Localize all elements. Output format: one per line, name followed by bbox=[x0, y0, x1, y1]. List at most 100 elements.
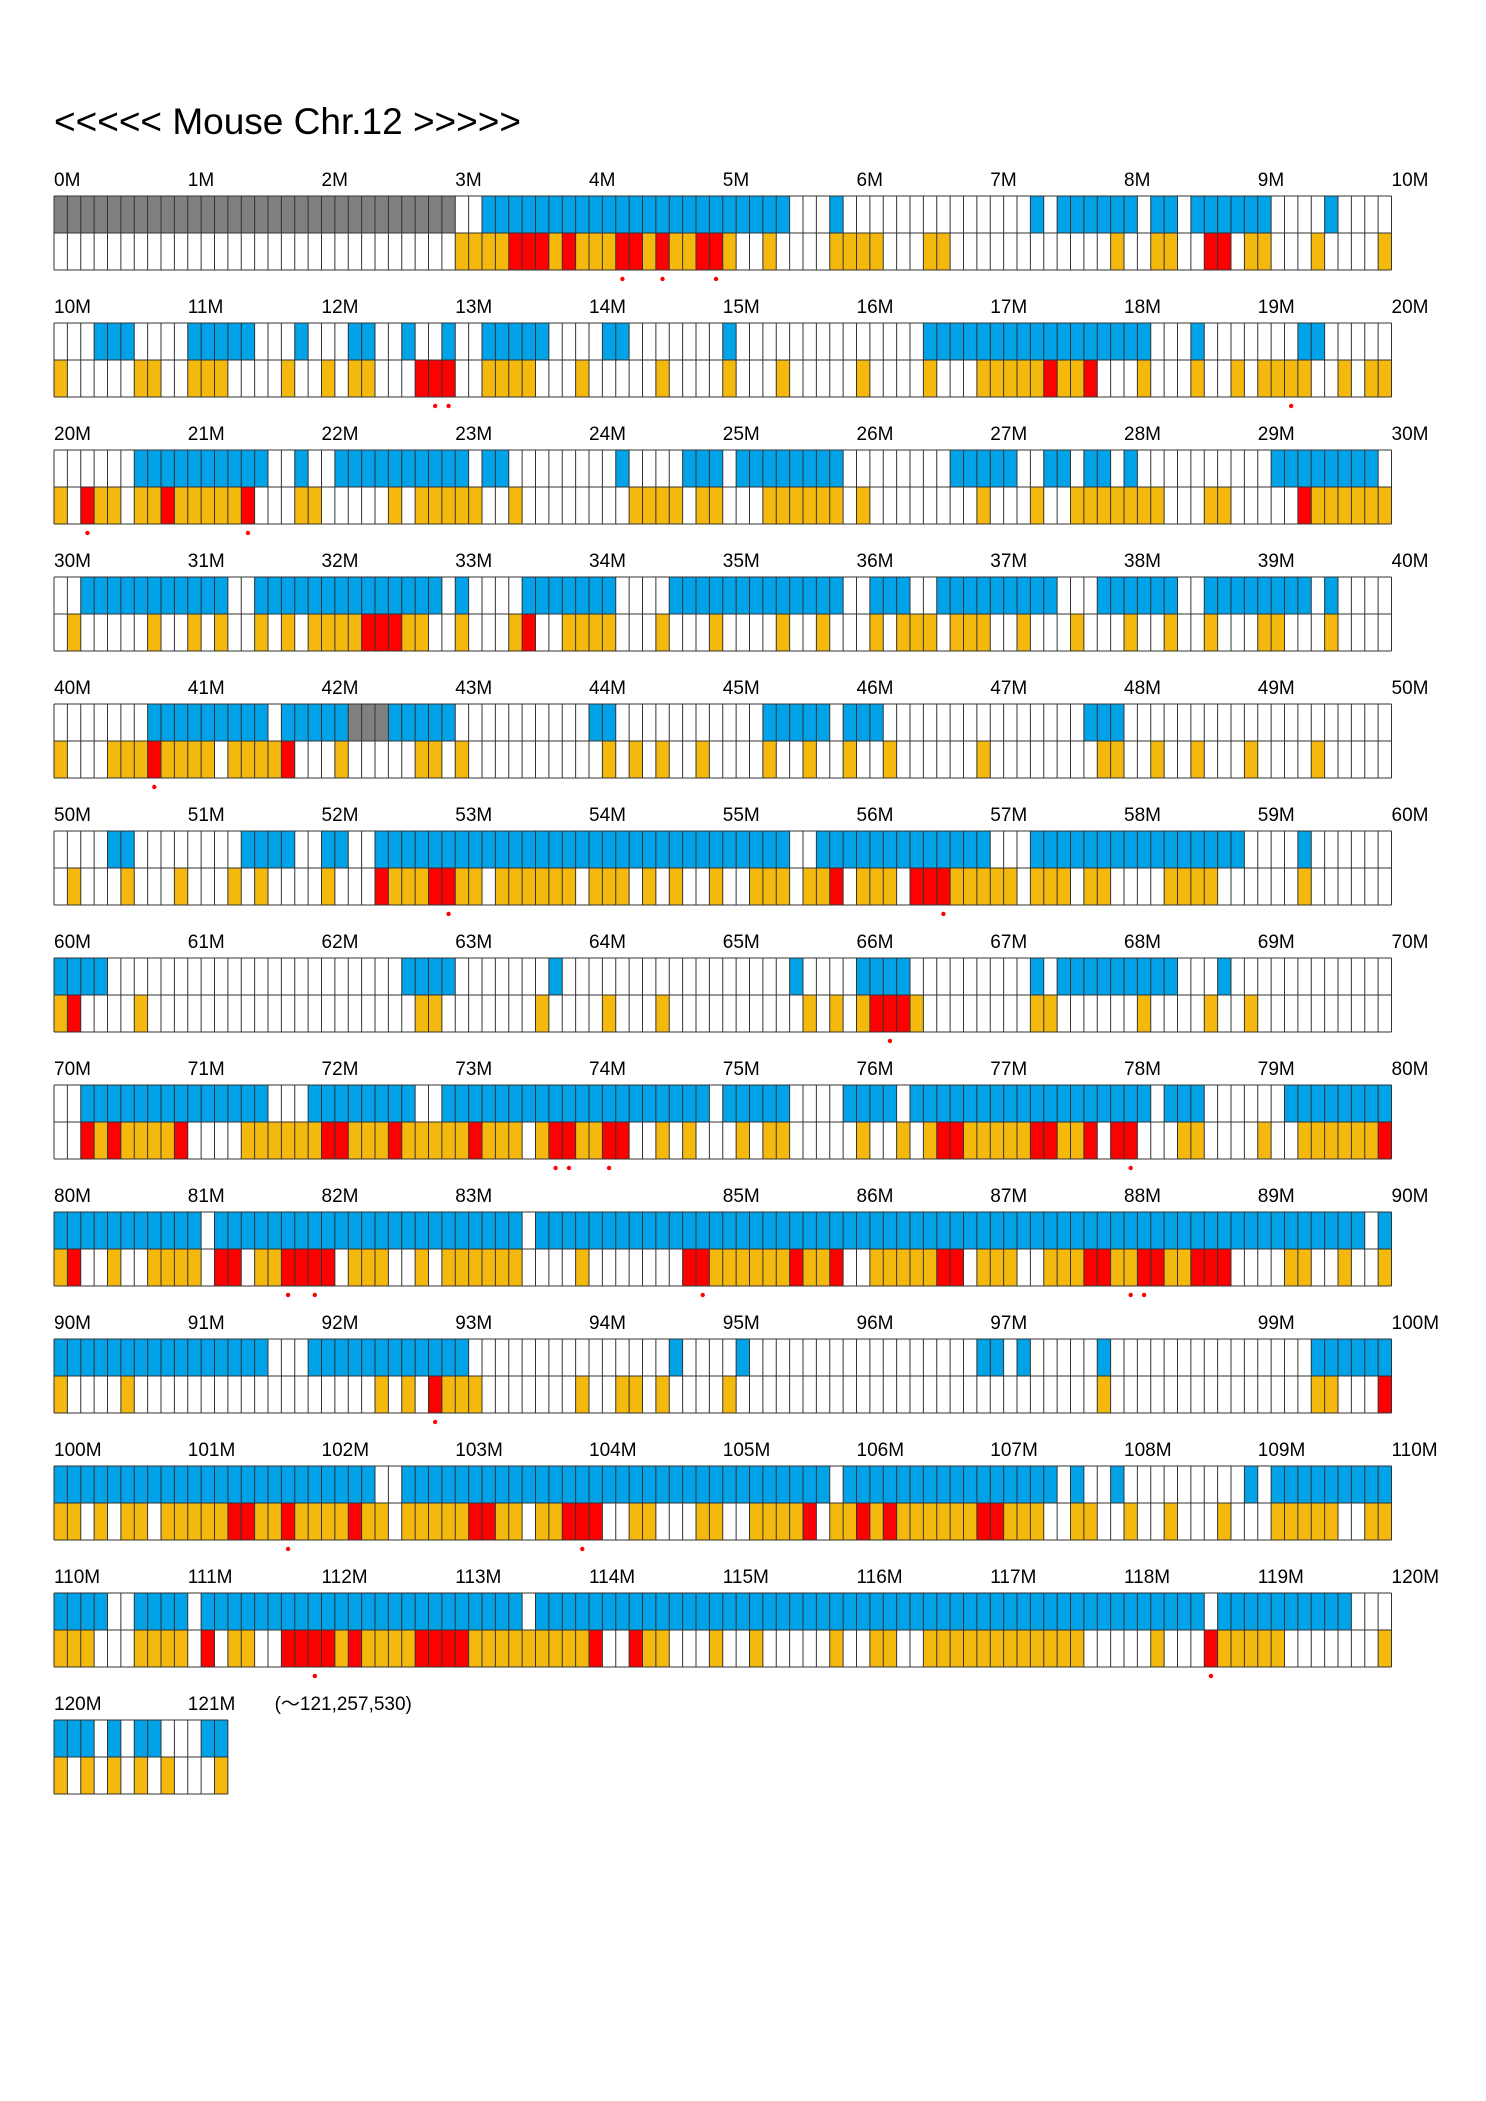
blue-segment bbox=[1124, 450, 1138, 487]
blue-segment bbox=[1097, 1339, 1111, 1376]
position-label: 4M bbox=[589, 170, 615, 191]
marker-dot bbox=[713, 276, 719, 282]
position-label: 117M bbox=[990, 1567, 1036, 1588]
blue-segment bbox=[1057, 958, 1178, 995]
marker-dot bbox=[1128, 1165, 1133, 1171]
orange-segment bbox=[120, 868, 135, 905]
red-segment bbox=[147, 741, 161, 778]
orange-segment bbox=[950, 614, 991, 651]
row: 80M 81M 82M 83M 85M 86M 87M 88M 89M 90M bbox=[53, 1186, 1429, 1298]
orange-segment bbox=[762, 741, 777, 778]
red-segment bbox=[67, 1249, 81, 1286]
position-label: 14M bbox=[589, 297, 626, 318]
orange-segment bbox=[1324, 614, 1338, 651]
row: 0M 1M 2M 3M 4M 5M 6M 7M 8M 9M 10M bbox=[53, 170, 1428, 282]
orange-segment bbox=[54, 1630, 95, 1667]
position-label: 56M bbox=[857, 805, 894, 826]
orange-segment bbox=[67, 868, 81, 905]
position-label: 18M bbox=[1124, 297, 1161, 318]
red-segment bbox=[361, 614, 402, 651]
position-label: 90M bbox=[54, 1313, 91, 1334]
position-label: 59M bbox=[1258, 805, 1295, 826]
red-segment bbox=[508, 233, 549, 270]
position-label: 112M bbox=[322, 1567, 368, 1588]
orange-segment bbox=[602, 995, 616, 1032]
orange-segment bbox=[896, 1122, 910, 1159]
marker-dot bbox=[941, 911, 946, 917]
orange-segment bbox=[1204, 614, 1218, 651]
marker-dot bbox=[285, 1292, 291, 1298]
marker-dot bbox=[245, 530, 251, 536]
position-label: 60M bbox=[54, 932, 91, 953]
blue-segment bbox=[1297, 831, 1312, 868]
position-label: 24M bbox=[589, 424, 626, 445]
orange-segment bbox=[856, 868, 897, 905]
position-label: 71M bbox=[188, 1059, 225, 1080]
blue-segment bbox=[187, 323, 255, 360]
marker-dot bbox=[660, 276, 665, 282]
blue-segment bbox=[615, 450, 630, 487]
red-segment bbox=[80, 1122, 95, 1159]
orange-segment bbox=[1150, 741, 1165, 778]
position-label: 28M bbox=[1124, 424, 1161, 445]
blue-segment bbox=[80, 577, 228, 614]
marker-dot bbox=[620, 276, 625, 282]
position-label: 47M bbox=[990, 678, 1027, 699]
red-segment bbox=[1297, 487, 1312, 524]
position-label: 88M bbox=[1124, 1186, 1161, 1207]
red-segment bbox=[1204, 1630, 1218, 1667]
red-segment bbox=[829, 868, 844, 905]
position-label: 87M bbox=[990, 1186, 1027, 1207]
blue-segment bbox=[281, 704, 349, 741]
row: 30M 31M 32M 33M 34M 35M 36M 37M 38M 39M 40M bbox=[53, 551, 1428, 652]
red-segment bbox=[522, 614, 536, 651]
red-segment bbox=[1043, 360, 1058, 397]
position-label: 90M bbox=[1392, 1186, 1429, 1207]
blue-segment bbox=[1378, 1212, 1392, 1249]
orange-segment bbox=[1097, 1376, 1111, 1413]
position-label: 80M bbox=[54, 1186, 91, 1207]
orange-segment bbox=[508, 487, 523, 524]
position-label: 44M bbox=[589, 678, 626, 699]
blue-segment bbox=[736, 1339, 750, 1376]
red-segment bbox=[161, 487, 175, 524]
position-label: 118M bbox=[1124, 1567, 1170, 1588]
red-segment bbox=[910, 868, 951, 905]
orange-segment bbox=[1030, 487, 1044, 524]
orange-segment bbox=[388, 487, 402, 524]
position-label: 86M bbox=[857, 1186, 894, 1207]
orange-segment bbox=[334, 741, 349, 778]
position-label: 77M bbox=[990, 1059, 1027, 1080]
orange-segment bbox=[254, 868, 268, 905]
blue-segment bbox=[482, 196, 790, 233]
position-label: 91M bbox=[188, 1313, 225, 1334]
marker-dot bbox=[432, 403, 438, 409]
position-label: 75M bbox=[723, 1059, 760, 1080]
blue-segment bbox=[869, 577, 910, 614]
position-label: 15M bbox=[723, 297, 760, 318]
position-label: 29M bbox=[1258, 424, 1295, 445]
position-label: 2M bbox=[322, 170, 348, 191]
position-label: 92M bbox=[322, 1313, 359, 1334]
blue-segment bbox=[401, 323, 416, 360]
orange-segment bbox=[602, 741, 616, 778]
marker-dot bbox=[580, 1546, 585, 1552]
blue-segment bbox=[669, 1339, 683, 1376]
row: 100M 101M 102M 103M 104M 105M 106M 107M 108M 109M… bbox=[53, 1440, 1438, 1552]
position-label: 37M bbox=[990, 551, 1027, 572]
orange-segment bbox=[1017, 614, 1031, 651]
position-label: 42M bbox=[322, 678, 359, 699]
orange-segment bbox=[655, 1122, 670, 1159]
orange-segment bbox=[187, 360, 228, 397]
red-segment bbox=[629, 1630, 643, 1667]
position-label: 40M bbox=[54, 678, 91, 699]
orange-segment bbox=[1137, 995, 1151, 1032]
position-label: 89M bbox=[1258, 1186, 1295, 1207]
orange-segment bbox=[1124, 614, 1138, 651]
orange-segment bbox=[976, 1249, 1017, 1286]
blue-segment bbox=[1190, 323, 1205, 360]
orange-segment bbox=[776, 360, 790, 397]
orange-segment bbox=[1231, 360, 1245, 397]
marker-dot bbox=[566, 1165, 572, 1171]
